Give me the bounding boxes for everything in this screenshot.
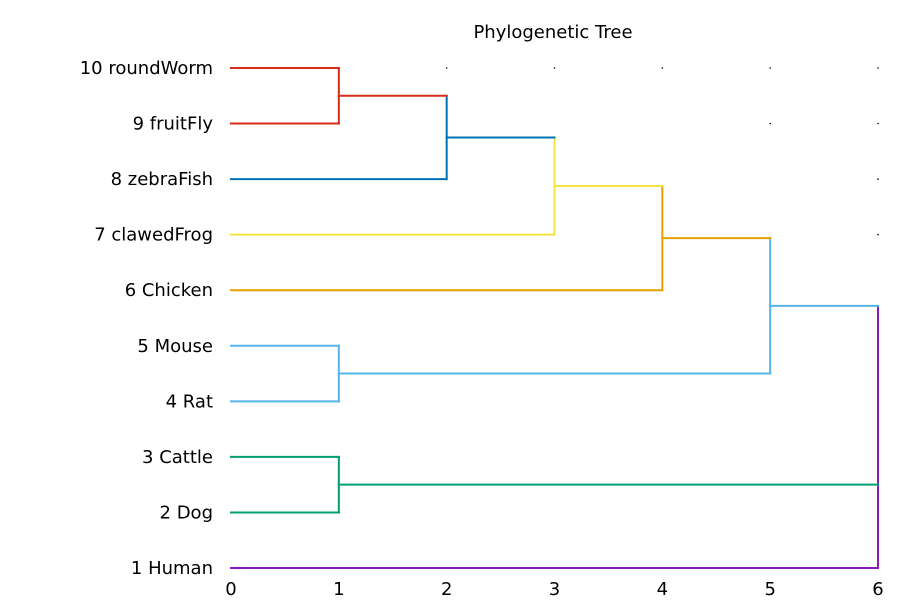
grid-dot <box>877 67 879 69</box>
x-tick-label: 0 <box>225 579 236 600</box>
tree-edges <box>230 67 879 569</box>
leaf-label: 4 Rat <box>166 391 213 412</box>
leaf-labels: 1 Human 2 Dog 3 Cattle 4 Rat 5 Mouse 6 Chicke… <box>80 58 214 579</box>
grid-dot <box>661 67 664 69</box>
x-tick-label: 6 <box>872 579 883 600</box>
leaf-label: 7 clawedFrog <box>94 225 213 246</box>
x-tick-label: 2 <box>441 579 452 600</box>
x-tick-label: 4 <box>657 579 668 600</box>
chart-title: Phylogenetic Tree <box>473 22 632 43</box>
x-tick-label: 5 <box>764 579 775 600</box>
grid-dot <box>877 178 879 180</box>
grid-dot <box>877 122 879 125</box>
leaf-label: 10 roundWorm <box>80 58 213 79</box>
leaf-label: 9 fruitFly <box>133 114 214 135</box>
grid-dot <box>769 122 771 125</box>
grid-dots <box>445 67 879 236</box>
x-tick-label: 1 <box>333 579 344 600</box>
grid-dot <box>553 67 556 69</box>
leaf-label: 3 Cattle <box>142 447 213 468</box>
leaf-label: 6 Chicken <box>125 280 213 301</box>
x-axis-ticks: 0 1 2 3 4 5 6 <box>225 579 883 600</box>
grid-dot <box>877 233 879 236</box>
x-tick-label: 3 <box>549 579 560 600</box>
leaf-label: 2 Dog <box>160 502 213 523</box>
grid-dot <box>445 67 448 69</box>
leaf-label: 5 Mouse <box>137 336 213 357</box>
leaf-label: 8 zebraFish <box>111 169 213 190</box>
leaf-label: 1 Human <box>131 558 213 579</box>
grid-dot <box>769 67 771 69</box>
